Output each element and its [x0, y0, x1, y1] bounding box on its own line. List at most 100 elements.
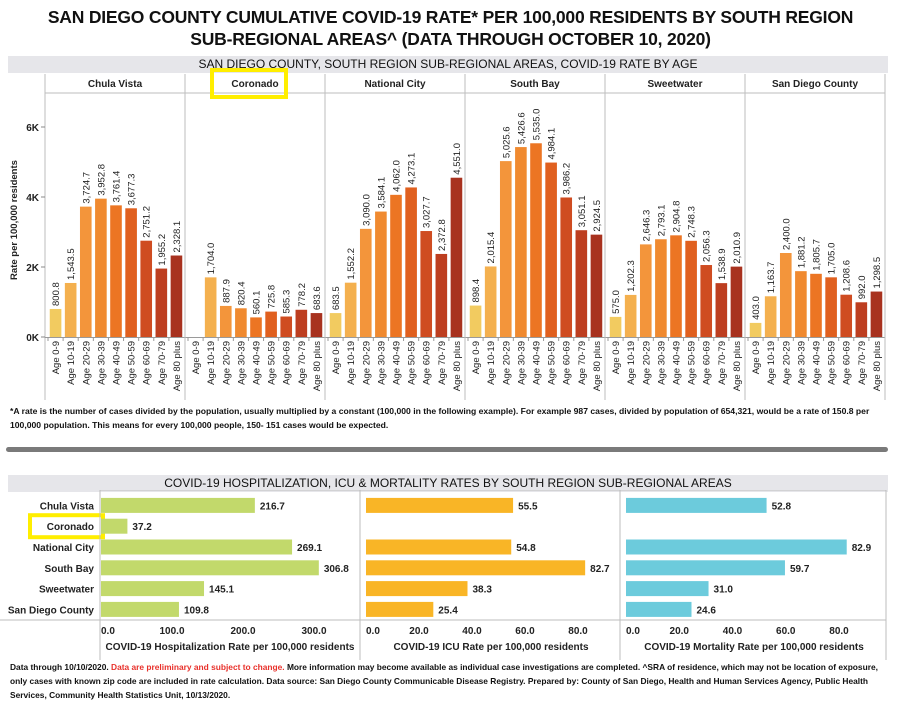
- bar-value-label: 25.4: [438, 605, 458, 616]
- bar: [730, 266, 743, 337]
- page-title: SAN DIEGO COUNTY CUMULATIVE COVID-19 RAT…: [0, 6, 901, 50]
- bar-hospitalization: [101, 581, 205, 597]
- x-tick-label: Age 60-69: [562, 341, 573, 385]
- bar: [609, 316, 622, 337]
- bar-value-label: 3,952.8: [96, 164, 107, 196]
- x-tick-label: Age 60-69: [282, 341, 293, 385]
- x-tick-label: 20.0: [409, 626, 429, 637]
- bar-icu: [366, 601, 434, 617]
- x-tick-label: Age 50-59: [687, 341, 698, 385]
- bar: [250, 317, 262, 337]
- footnote-line-2: 100,000 population. This means for every…: [10, 420, 389, 430]
- bar-mortality: [626, 560, 785, 576]
- bar-value-label: 38.3: [472, 585, 492, 596]
- bar: [560, 197, 573, 337]
- bar: [749, 322, 762, 337]
- x-tick-label: 80.0: [829, 626, 849, 637]
- y-tick-label: 4K: [26, 193, 40, 204]
- bar: [450, 177, 463, 337]
- bar: [140, 240, 153, 337]
- bar-value-label: 3,724.7: [81, 172, 92, 204]
- bar-value-label: 778.2: [297, 283, 308, 307]
- x-tick-label: Age 50-59: [127, 341, 138, 385]
- bar-icu: [366, 497, 514, 513]
- bar-value-label: 4,273.1: [407, 153, 418, 185]
- title-line-1: SAN DIEGO COUNTY CUMULATIVE COVID-19 RAT…: [47, 7, 854, 27]
- x-tick-label: Age 20-29: [781, 341, 792, 385]
- x-tick-label: Age 70-79: [437, 341, 448, 385]
- x-tick-label: 40.0: [462, 626, 482, 637]
- bar-value-label: 1,955.2: [157, 234, 168, 266]
- title-line-2: SUB-REGIONAL AREAS^ (DATA THROUGH OCTOBE…: [190, 29, 711, 49]
- bar-value-label: 145.1: [209, 585, 234, 596]
- bar: [110, 205, 122, 337]
- section-divider: [6, 447, 888, 452]
- category-label-coronado: Coronado: [47, 522, 94, 533]
- bar: [575, 230, 588, 337]
- bar-value-label: 800.8: [51, 282, 62, 306]
- bar-value-label: 1,538.9: [717, 248, 728, 280]
- bar-value-label: 3,761.4: [112, 171, 123, 203]
- x-tick-label: Age 30-39: [236, 341, 247, 385]
- bar: [95, 198, 107, 337]
- bar-value-label: 269.1: [297, 543, 322, 554]
- x-tick-label: Age 10-19: [486, 341, 497, 385]
- y-tick-label: 0K: [26, 333, 40, 344]
- x-tick-label: Age 30-39: [96, 341, 107, 385]
- x-tick-label: 0.0: [101, 626, 115, 637]
- x-tick-label: Age 40-49: [112, 341, 123, 385]
- data-source-note: Data through 10/10/2020. Data are prelim…: [10, 660, 895, 702]
- y-tick-label: 2K: [26, 263, 40, 274]
- bar: [204, 277, 217, 337]
- bar: [469, 305, 482, 337]
- bar-value-label: 2,015.4: [486, 232, 497, 264]
- bar-value-label: 1,543.5: [66, 248, 77, 280]
- note-preliminary-warning: Data are preliminary and subject to chan…: [111, 662, 285, 672]
- x-tick-label: Age 40-49: [392, 341, 403, 385]
- bar-value-label: 5,426.6: [516, 112, 527, 144]
- bar-mortality: [626, 581, 709, 597]
- bar: [295, 309, 308, 337]
- x-tick-label: 0.0: [366, 626, 380, 637]
- bar: [390, 194, 402, 337]
- y-tick-label: 6K: [26, 123, 40, 134]
- bar: [265, 311, 277, 337]
- bar-value-label: 216.7: [260, 501, 285, 512]
- footnote-line-1: *A rate is the number of cases divided b…: [10, 406, 870, 416]
- x-axis-title-mortality: COVID-19 Mortality Rate per 100,000 resi…: [644, 642, 864, 653]
- x-tick-label: Age 80 plus: [172, 341, 183, 391]
- x-tick-label: Age 30-39: [796, 341, 807, 385]
- x-tick-label: Age 10-19: [66, 341, 77, 385]
- bar-value-label: 1,881.2: [796, 236, 807, 268]
- bar: [125, 208, 137, 337]
- bar: [545, 162, 557, 337]
- bar-value-label: 2,924.5: [592, 200, 603, 232]
- bar-value-label: 2,748.3: [687, 206, 698, 238]
- bar-value-label: 3,027.7: [422, 196, 433, 228]
- x-tick-label: 200.0: [230, 626, 255, 637]
- bar: [170, 255, 183, 337]
- note-data-through: Data through 10/10/2020.: [10, 662, 112, 672]
- bar: [499, 161, 512, 337]
- bar: [359, 228, 372, 337]
- bar-value-label: 1,163.7: [766, 262, 777, 294]
- bar-value-label: 4,062.0: [392, 160, 403, 192]
- x-tick-label: Age 0-9: [751, 341, 762, 374]
- age-rate-chart: 0K 2K 4K 6K Rate per 100,000 residents Chula …: [9, 68, 886, 400]
- bar-value-label: 5,535.0: [532, 109, 543, 141]
- bar: [670, 235, 682, 337]
- bar-value-label: 1,202.3: [626, 260, 637, 292]
- bar: [870, 291, 883, 337]
- bar-value-label: 3,051.1: [577, 196, 588, 228]
- bar-mortality: [626, 539, 847, 555]
- x-tick-label: 60.0: [515, 626, 535, 637]
- bar-mortality: [626, 601, 692, 617]
- bar-value-label: 725.8: [267, 285, 278, 309]
- bar: [795, 271, 807, 337]
- bar: [825, 277, 837, 337]
- panel-header-san-diego-county: San Diego County: [772, 79, 859, 90]
- x-tick-label: 100.0: [159, 626, 184, 637]
- bar: [764, 296, 777, 337]
- x-tick-label: Age 10-19: [766, 341, 777, 385]
- bar-value-label: 820.4: [236, 282, 247, 306]
